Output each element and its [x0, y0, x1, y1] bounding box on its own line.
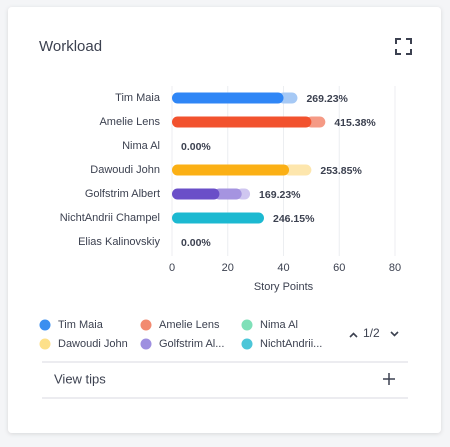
tips-label[interactable]: View tips: [54, 371, 106, 386]
bar-segment: [278, 92, 298, 104]
x-tick-label: 0: [169, 262, 175, 274]
legend-label: Dawoudi John: [58, 338, 128, 350]
page-down[interactable]: [390, 331, 399, 337]
page-up[interactable]: [349, 332, 358, 338]
category-label: NichtAndrii Champel: [60, 212, 160, 224]
bar-segment: [305, 116, 326, 128]
legend-swatch: [140, 338, 152, 350]
legend-swatch: [241, 319, 253, 331]
percent-label: 0.00%: [181, 141, 211, 153]
legend-label: Nima Al: [260, 319, 298, 331]
legend-swatch: [39, 338, 51, 350]
x-tick-label: 60: [333, 262, 345, 274]
category-label: Elias Kalinovskiy: [78, 236, 160, 248]
legend-swatch: [241, 338, 253, 350]
category-label: Golfstrim Albert: [85, 188, 160, 200]
percent-label: 253.85%: [320, 165, 362, 177]
percent-label: 415.38%: [334, 117, 376, 129]
x-tick-label: 80: [389, 262, 401, 274]
bar-segment: [172, 212, 264, 224]
bar-segment: [213, 188, 242, 200]
x-tick-label: 20: [222, 262, 234, 274]
expand-icon[interactable]: [395, 38, 412, 55]
bar-segment: [172, 116, 312, 128]
legend-label: Amelie Lens: [159, 319, 220, 331]
category-label: Tim Maia: [115, 92, 161, 104]
percent-label: 269.23%: [306, 93, 348, 105]
chart: 0 20 40 60 80 Story Points Tim Maia 269.23% Amel…: [39, 86, 401, 350]
legend-label: NichtAndrii...: [260, 338, 322, 350]
bar-segment: [172, 92, 284, 104]
bar-segment: [172, 188, 220, 200]
plus-icon[interactable]: [383, 373, 395, 385]
bar-segment: [172, 164, 290, 176]
x-tick-label: 40: [277, 262, 289, 274]
legend-swatch: [140, 319, 152, 331]
percent-label: 169.23%: [259, 189, 301, 201]
legend-label: Golfstrim Al...: [159, 338, 224, 350]
legend-swatch: [39, 319, 51, 331]
bar-segment: [283, 164, 312, 176]
title: Workload: [39, 38, 102, 55]
category-label: Nima Al: [122, 140, 160, 152]
page-number: 1/2: [363, 326, 380, 340]
category-label: Dawoudi John: [90, 164, 160, 176]
percent-label: 246.15%: [273, 213, 315, 225]
pager[interactable]: 1/2: [349, 326, 399, 340]
x-axis-label: Story Points: [254, 281, 314, 293]
legend-label: Tim Maia: [58, 319, 104, 331]
percent-label: 0.00%: [181, 237, 211, 249]
category-label: Amelie Lens: [99, 116, 160, 128]
